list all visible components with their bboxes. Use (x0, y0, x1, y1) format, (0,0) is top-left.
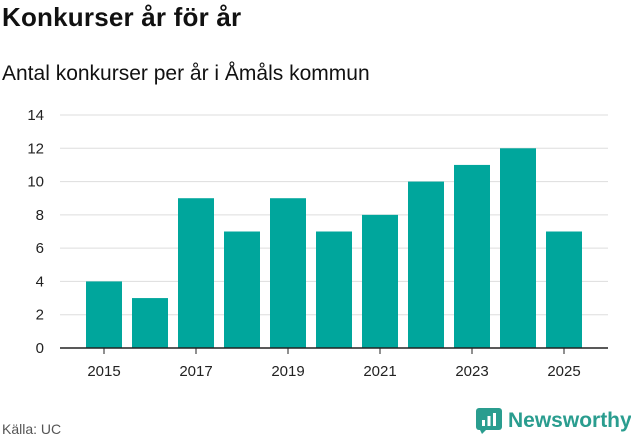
y-tick-label-10: 10 (27, 174, 44, 191)
y-tick-label-2: 2 (36, 307, 44, 324)
y-tick-label-6: 6 (36, 240, 44, 257)
bar-2022 (408, 181, 444, 348)
x-tick-label-2017: 2017 (179, 363, 212, 380)
bar-2016 (132, 298, 168, 348)
newsworthy-chart-icon (476, 408, 502, 434)
bar-2020 (316, 231, 352, 348)
x-axis (60, 347, 608, 354)
x-tick-label-2021: 2021 (363, 363, 396, 380)
x-tick-label-2023: 2023 (455, 363, 488, 380)
x-axis-labels: 2015 2017 2019 2021 2023 2025 (87, 363, 580, 380)
y-tick-label-14: 14 (27, 107, 44, 124)
chart-subtitle: Antal konkurser per år i Åmåls kommun (2, 62, 370, 85)
bar-2018 (224, 231, 260, 348)
bar-2019 (270, 198, 306, 348)
x-tick-label-2025: 2025 (547, 363, 580, 380)
bar-2017 (178, 198, 214, 348)
bar-2023 (454, 164, 490, 348)
y-tick-label-12: 12 (27, 140, 44, 157)
newsworthy-logo: Newsworthy (476, 408, 631, 434)
y-tick-label-8: 8 (36, 207, 44, 224)
bar-2015 (86, 281, 122, 348)
chart-title: Konkurser år för år (2, 2, 242, 32)
bar-2024 (500, 148, 536, 348)
brand-name: Newsworthy (508, 409, 631, 432)
y-tick-label-0: 0 (36, 340, 44, 357)
y-axis-labels: 0 2 4 6 8 10 12 14 (27, 107, 44, 357)
bars (86, 148, 582, 348)
x-tick-label-2015: 2015 (87, 363, 120, 380)
y-tick-label-4: 4 (36, 273, 44, 290)
bar-2025 (546, 231, 582, 348)
source-note: Källa: UC (2, 421, 62, 437)
bar-2021 (362, 214, 398, 348)
x-tick-label-2019: 2019 (271, 363, 304, 380)
